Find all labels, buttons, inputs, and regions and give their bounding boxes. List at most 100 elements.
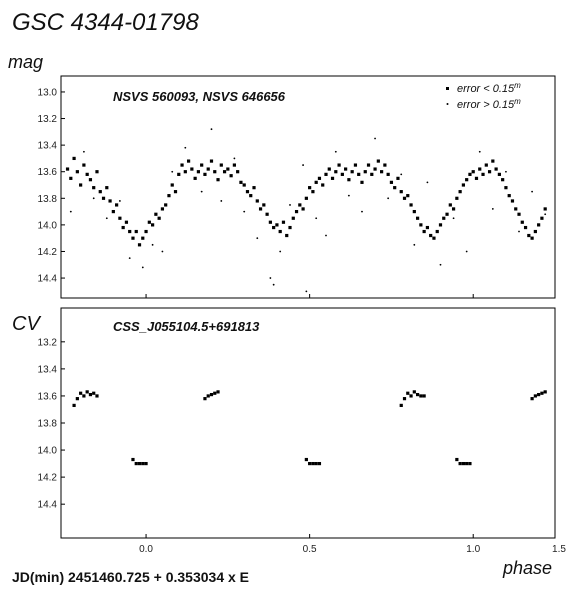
nsvs-data-point bbox=[383, 163, 387, 167]
nsvs-data-point bbox=[468, 172, 472, 176]
nsvs-data-point bbox=[157, 216, 161, 220]
nsvs-data-point bbox=[118, 216, 122, 220]
nsvs-data-point bbox=[533, 229, 537, 234]
nsvs-data-point bbox=[399, 190, 403, 194]
nsvs-data-point bbox=[465, 178, 469, 182]
nsvs-data-point-faint bbox=[161, 250, 164, 253]
nsvs-data-point bbox=[429, 233, 433, 238]
nsvs-data-point bbox=[327, 167, 331, 171]
nsvs-data-point-faint bbox=[105, 217, 108, 220]
nsvs-data-point bbox=[203, 172, 207, 176]
css-x-tick-label: 1.5 bbox=[552, 544, 566, 555]
nsvs-data-point bbox=[258, 207, 263, 211]
panel-css-y-axis: 13.2 13.4 13.6 13.8 14.0 14.2 14.4 bbox=[38, 337, 65, 511]
nsvs-y-tick-label: 14.0 bbox=[38, 220, 58, 231]
nsvs-data-point bbox=[455, 196, 459, 200]
css-data-point bbox=[206, 394, 210, 398]
nsvs-data-point bbox=[200, 163, 204, 167]
nsvs-data-point bbox=[415, 216, 420, 220]
nsvs-data-point bbox=[252, 186, 256, 190]
nsvs-data-point bbox=[128, 229, 132, 234]
css-data-point bbox=[540, 391, 544, 395]
nsvs-data-point bbox=[514, 207, 518, 211]
nsvs-data-point bbox=[311, 190, 315, 194]
legend: error < 0.15m error > 0.15m bbox=[446, 81, 521, 111]
nsvs-y-tick-label: 13.0 bbox=[38, 87, 58, 98]
nsvs-data-point bbox=[380, 170, 384, 174]
nsvs-data-point bbox=[82, 163, 86, 167]
nsvs-data-point bbox=[206, 167, 210, 171]
panel-css-annotation: CSS_J055104.5+691813 bbox=[113, 319, 260, 334]
nsvs-data-point bbox=[517, 212, 521, 216]
nsvs-data-point bbox=[487, 170, 492, 174]
css-y-tick-label: 14.4 bbox=[38, 500, 58, 511]
nsvs-data-point bbox=[530, 236, 534, 240]
css-data-point bbox=[399, 403, 403, 408]
nsvs-data-point bbox=[481, 172, 485, 176]
css-data-point bbox=[209, 392, 214, 397]
nsvs-data-point bbox=[321, 183, 325, 187]
css-data-point bbox=[88, 392, 93, 397]
nsvs-data-point bbox=[406, 194, 410, 198]
css-data-point bbox=[75, 397, 79, 401]
nsvs-data-point bbox=[137, 243, 142, 247]
nsvs-data-point bbox=[523, 225, 528, 230]
nsvs-data-point bbox=[160, 207, 165, 211]
nsvs-data-point bbox=[478, 167, 482, 171]
nsvs-data-point bbox=[540, 216, 544, 220]
nsvs-data-point-faint bbox=[426, 181, 429, 184]
nsvs-data-point bbox=[445, 212, 449, 216]
nsvs-data-point-faint bbox=[128, 257, 131, 260]
nsvs-data-point bbox=[471, 170, 475, 174]
nsvs-data-point bbox=[501, 178, 505, 182]
nsvs-data-point bbox=[75, 170, 79, 174]
css-data-point bbox=[465, 461, 469, 466]
nsvs-data-point bbox=[186, 159, 191, 163]
nsvs-data-point-faint bbox=[272, 283, 275, 286]
nsvs-data-point bbox=[222, 170, 227, 174]
nsvs-data-point-faint bbox=[269, 277, 272, 279]
nsvs-data-point bbox=[507, 194, 511, 198]
nsvs-data-point bbox=[111, 209, 115, 214]
nsvs-data-point bbox=[255, 199, 259, 203]
nsvs-data-point-faint bbox=[200, 190, 203, 193]
nsvs-data-point bbox=[180, 163, 184, 167]
nsvs-data-point bbox=[432, 236, 436, 240]
nsvs-data-point-faint bbox=[325, 234, 327, 237]
css-data-point bbox=[314, 461, 318, 466]
css-y-tick-label: 13.8 bbox=[38, 419, 58, 430]
nsvs-data-point bbox=[183, 170, 187, 174]
panel-nsvs-annotation: NSVS 560093, NSVS 646656 bbox=[113, 89, 286, 104]
nsvs-y-tick-label: 13.8 bbox=[38, 194, 58, 205]
nsvs-data-point bbox=[504, 186, 508, 190]
nsvs-data-point bbox=[213, 170, 217, 174]
nsvs-data-point bbox=[330, 176, 335, 180]
nsvs-data-point bbox=[419, 223, 423, 227]
css-data-point bbox=[137, 461, 142, 466]
nsvs-data-point bbox=[105, 186, 109, 190]
nsvs-data-point bbox=[262, 203, 266, 207]
nsvs-data-point bbox=[154, 212, 158, 216]
css-data-point bbox=[537, 392, 541, 397]
nsvs-data-point-faint bbox=[210, 128, 213, 131]
nsvs-data-point bbox=[121, 225, 125, 230]
css-data-point bbox=[216, 390, 220, 394]
nsvs-data-point bbox=[393, 186, 397, 190]
nsvs-data-point-faint bbox=[171, 170, 174, 173]
nsvs-data-point-faint bbox=[439, 263, 442, 266]
y-unit-top: mag bbox=[8, 52, 43, 72]
nsvs-data-point bbox=[527, 233, 531, 238]
nsvs-data-point-faint bbox=[289, 204, 291, 206]
legend-dot-marker bbox=[446, 103, 449, 105]
x-axis-label: phase bbox=[502, 558, 552, 578]
nsvs-data-point-faint bbox=[151, 243, 154, 246]
nsvs-y-tick-label: 13.4 bbox=[38, 141, 58, 152]
nsvs-data-point-faint bbox=[305, 290, 308, 293]
nsvs-data-point bbox=[448, 203, 452, 207]
ephemeris-footer: JD(min) 2451460.725 + 0.353034 x E bbox=[12, 569, 249, 585]
nsvs-data-point bbox=[275, 223, 279, 227]
nsvs-data-point bbox=[141, 236, 145, 240]
panel-css-points bbox=[72, 390, 547, 466]
panel-css: CSS_J055104.5+691813 13.2 13.4 13.6 13.8 14.… bbox=[38, 307, 566, 555]
nsvs-data-point-faint bbox=[505, 170, 507, 173]
